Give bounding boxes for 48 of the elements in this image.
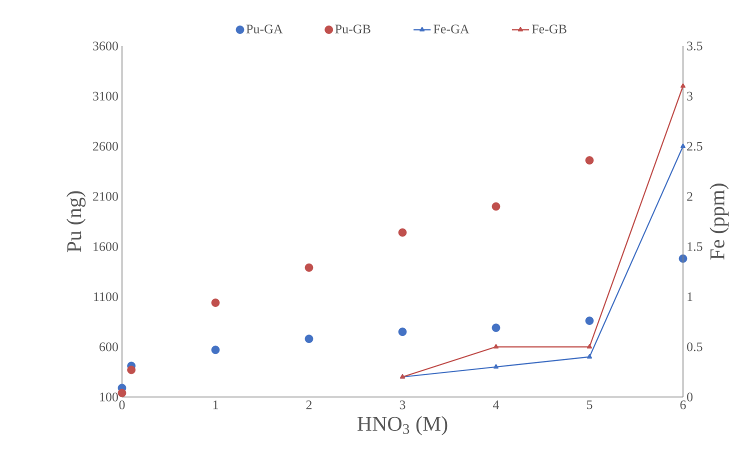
point <box>492 324 500 332</box>
y2-tick-label: 1.5 <box>688 242 702 251</box>
y2-tick-label: 3.5 <box>687 42 702 50</box>
y-tick-label: 3600 <box>93 42 118 50</box>
y2-tick-label: 0 <box>687 392 693 402</box>
x-tick-label: 3 <box>400 400 406 410</box>
x-tick-label: 5 <box>587 400 592 410</box>
point <box>585 316 594 325</box>
x-axis-title: HNO$_{3}$ (M) <box>357 416 448 436</box>
point <box>211 298 220 307</box>
point <box>118 388 126 398</box>
x-tick-label: 4 <box>493 400 500 410</box>
y2-axis-title: Fe (ppm) <box>710 184 729 260</box>
legend-label: Fe-GB <box>532 24 566 34</box>
legend-label: Fe-GA <box>434 24 470 34</box>
y2-tick-label: 2.5 <box>687 142 702 151</box>
point <box>398 328 407 336</box>
point <box>304 263 314 272</box>
point <box>494 344 499 349</box>
y-tick-label: 1600 <box>94 242 118 251</box>
point <box>680 83 686 88</box>
y2-tick-label: 0.5 <box>687 342 702 352</box>
point <box>494 364 499 369</box>
y-tick-label: 600 <box>100 342 118 352</box>
point <box>492 202 500 211</box>
point <box>680 143 686 148</box>
y-tick-label: 1100 <box>94 292 118 302</box>
point <box>127 366 136 374</box>
x-tick-label: 2 <box>306 400 312 410</box>
legend-label: Pu-GB <box>335 24 370 34</box>
point <box>304 334 314 344</box>
point <box>585 156 594 165</box>
y-tick-label: 2600 <box>93 142 118 151</box>
y2-tick-label: 3 <box>687 92 693 101</box>
point <box>587 344 592 349</box>
y-tick-label: 100 <box>100 392 118 402</box>
x-tick-label: 6 <box>680 400 686 410</box>
y-tick-label: 3100 <box>93 92 118 101</box>
x-tick-label: 0 <box>119 400 125 410</box>
point <box>587 354 592 359</box>
x-tick-label: 1 <box>213 400 218 410</box>
point <box>211 346 220 354</box>
y-axis-title: Pu (ng) <box>66 191 86 252</box>
legend-label: Pu-GA <box>246 24 283 34</box>
y2-tick-label: 2 <box>687 192 692 201</box>
y2-tick-label: 1 <box>688 292 692 302</box>
y-tick-label: 2100 <box>93 192 118 201</box>
point <box>398 228 407 237</box>
